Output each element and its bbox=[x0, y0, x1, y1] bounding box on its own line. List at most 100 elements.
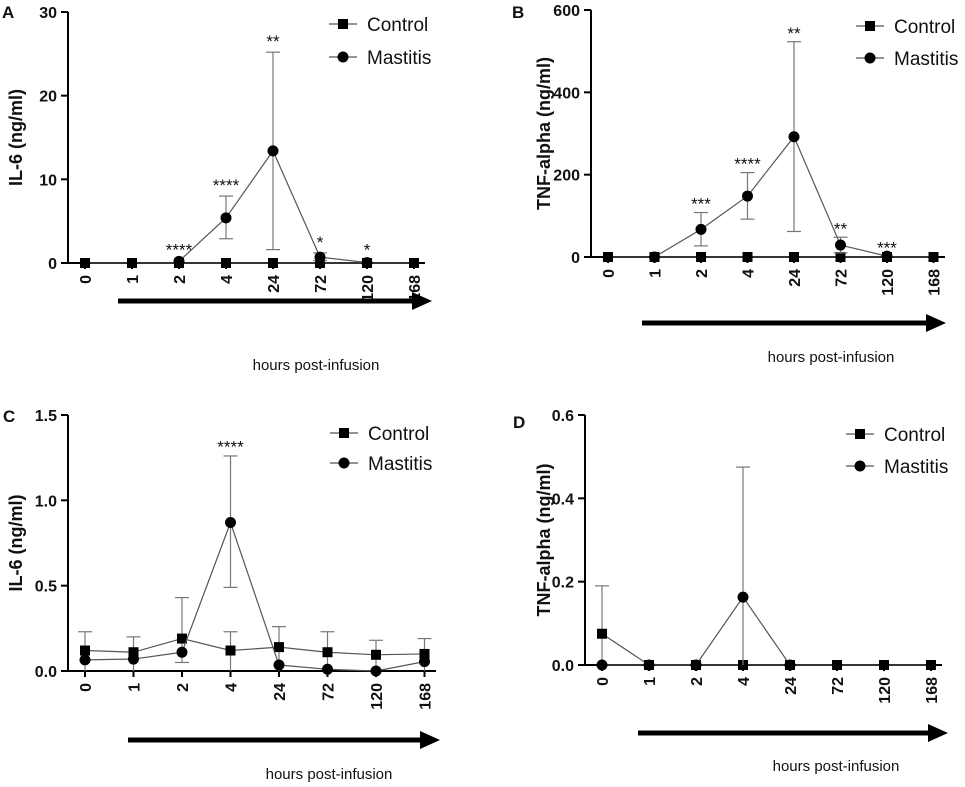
legend-label: Mastitis bbox=[894, 49, 958, 70]
x-tick-label: 1 bbox=[127, 683, 144, 692]
x-tick-label: 0 bbox=[601, 269, 618, 278]
data-point-control bbox=[315, 258, 325, 268]
legend-marker bbox=[338, 457, 350, 469]
x-tick-label: 24 bbox=[266, 275, 283, 293]
x-tick-label: 2 bbox=[172, 275, 189, 284]
legend-label: Control bbox=[367, 15, 428, 36]
series-control bbox=[78, 597, 432, 671]
series-line-segment bbox=[181, 522, 232, 653]
x-tick-label: 120 bbox=[877, 677, 894, 704]
series-line-segment bbox=[327, 668, 377, 672]
series-line-segment bbox=[278, 664, 328, 670]
legend-entry-control: Control bbox=[856, 17, 955, 38]
series-line-segment bbox=[375, 653, 425, 656]
data-point-control bbox=[419, 648, 430, 659]
series-line-segment bbox=[225, 150, 274, 219]
data-point-mastitis bbox=[788, 131, 800, 143]
x-tick-label: 2 bbox=[689, 677, 706, 686]
data-point-mastitis bbox=[361, 257, 373, 269]
data-point-control bbox=[128, 647, 139, 658]
panel-letter: B bbox=[512, 3, 524, 22]
legend-label: Control bbox=[368, 424, 429, 445]
data-point-mastitis bbox=[695, 223, 707, 235]
legend-label: Mastitis bbox=[884, 457, 948, 478]
data-point-mastitis bbox=[370, 665, 382, 677]
series-line-segment bbox=[181, 637, 231, 652]
y-tick-label: 0.6 bbox=[552, 408, 574, 425]
series-line-segment bbox=[133, 651, 183, 660]
series-control bbox=[595, 585, 936, 670]
data-point-control bbox=[80, 645, 90, 656]
legend-marker bbox=[338, 19, 348, 29]
y-tick-label: 0.2 bbox=[552, 575, 574, 592]
y-tick-label: 30 bbox=[39, 5, 57, 22]
data-point-control bbox=[322, 647, 333, 658]
data-point-control bbox=[371, 649, 381, 660]
data-point-mastitis bbox=[649, 251, 660, 263]
legend-marker bbox=[854, 460, 866, 472]
series-line-segment bbox=[793, 136, 842, 246]
series-line-segment bbox=[178, 217, 227, 262]
x-tick-label: 24 bbox=[787, 269, 804, 287]
legend-entry-mastitis: Mastitis bbox=[329, 48, 431, 69]
y-tick-label: 0.0 bbox=[552, 658, 574, 675]
x-tick-label: 72 bbox=[313, 275, 330, 293]
series-line-segment bbox=[229, 522, 280, 666]
data-point-control bbox=[926, 660, 936, 670]
panel-letter: D bbox=[513, 413, 525, 432]
series-line-segment bbox=[278, 646, 328, 653]
x-tick-label: 4 bbox=[219, 275, 236, 284]
data-point-control bbox=[225, 645, 236, 656]
x-tick-label: 4 bbox=[741, 269, 758, 278]
series-line-segment bbox=[742, 596, 791, 666]
x-tick-label: 24 bbox=[272, 683, 289, 701]
x-tick-label: 1 bbox=[125, 275, 142, 284]
series-line-segment bbox=[230, 646, 280, 652]
significance-annotation: **** bbox=[217, 438, 244, 457]
significance-annotation: *** bbox=[691, 195, 711, 214]
data-point-control bbox=[835, 252, 846, 262]
legend-marker bbox=[864, 52, 876, 64]
x-tick-label: 0 bbox=[595, 677, 612, 686]
data-point-control bbox=[80, 258, 90, 268]
panel-letter: A bbox=[2, 3, 14, 22]
x-tick-label: 120 bbox=[880, 269, 897, 296]
data-point-mastitis bbox=[784, 659, 796, 671]
y-axis-label: TNF-alpha (ng/ml) bbox=[534, 464, 554, 617]
x-tick-label: 120 bbox=[360, 275, 377, 302]
data-point-control bbox=[603, 252, 613, 262]
panel-letter: C bbox=[3, 407, 15, 426]
x-tick-label: 0 bbox=[78, 683, 95, 692]
data-point-control bbox=[696, 252, 706, 262]
y-tick-label: 600 bbox=[553, 3, 580, 20]
legend-marker bbox=[337, 51, 349, 63]
significance-annotation: ** bbox=[834, 219, 848, 238]
data-point-control bbox=[597, 628, 607, 639]
data-point-control bbox=[832, 660, 842, 670]
series-mastitis bbox=[649, 41, 893, 263]
significance-annotation: **** bbox=[734, 155, 761, 174]
series-line-segment bbox=[747, 136, 795, 197]
legend-marker bbox=[339, 428, 349, 438]
data-point-mastitis bbox=[225, 517, 236, 529]
legend-entry-control: Control bbox=[329, 15, 428, 36]
series-line-segment bbox=[601, 633, 650, 666]
x-tick-label: 72 bbox=[321, 683, 338, 701]
series-line-segment bbox=[840, 244, 888, 257]
series-line-segment bbox=[272, 150, 321, 258]
y-tick-label: 0.4 bbox=[552, 491, 574, 508]
y-axis-label: IL-6 (ng/ml) bbox=[6, 89, 26, 186]
x-axis-caption: hours post-infusion bbox=[253, 357, 380, 374]
data-point-control bbox=[789, 252, 799, 262]
legend-entry-mastitis: Mastitis bbox=[846, 457, 948, 478]
time-arrow-head bbox=[412, 292, 432, 310]
data-point-mastitis bbox=[596, 659, 608, 671]
significance-annotation: * bbox=[364, 240, 371, 259]
series-line-segment bbox=[319, 256, 368, 264]
series-mastitis bbox=[596, 466, 796, 671]
data-point-mastitis bbox=[643, 659, 655, 671]
data-point-mastitis bbox=[314, 251, 326, 263]
